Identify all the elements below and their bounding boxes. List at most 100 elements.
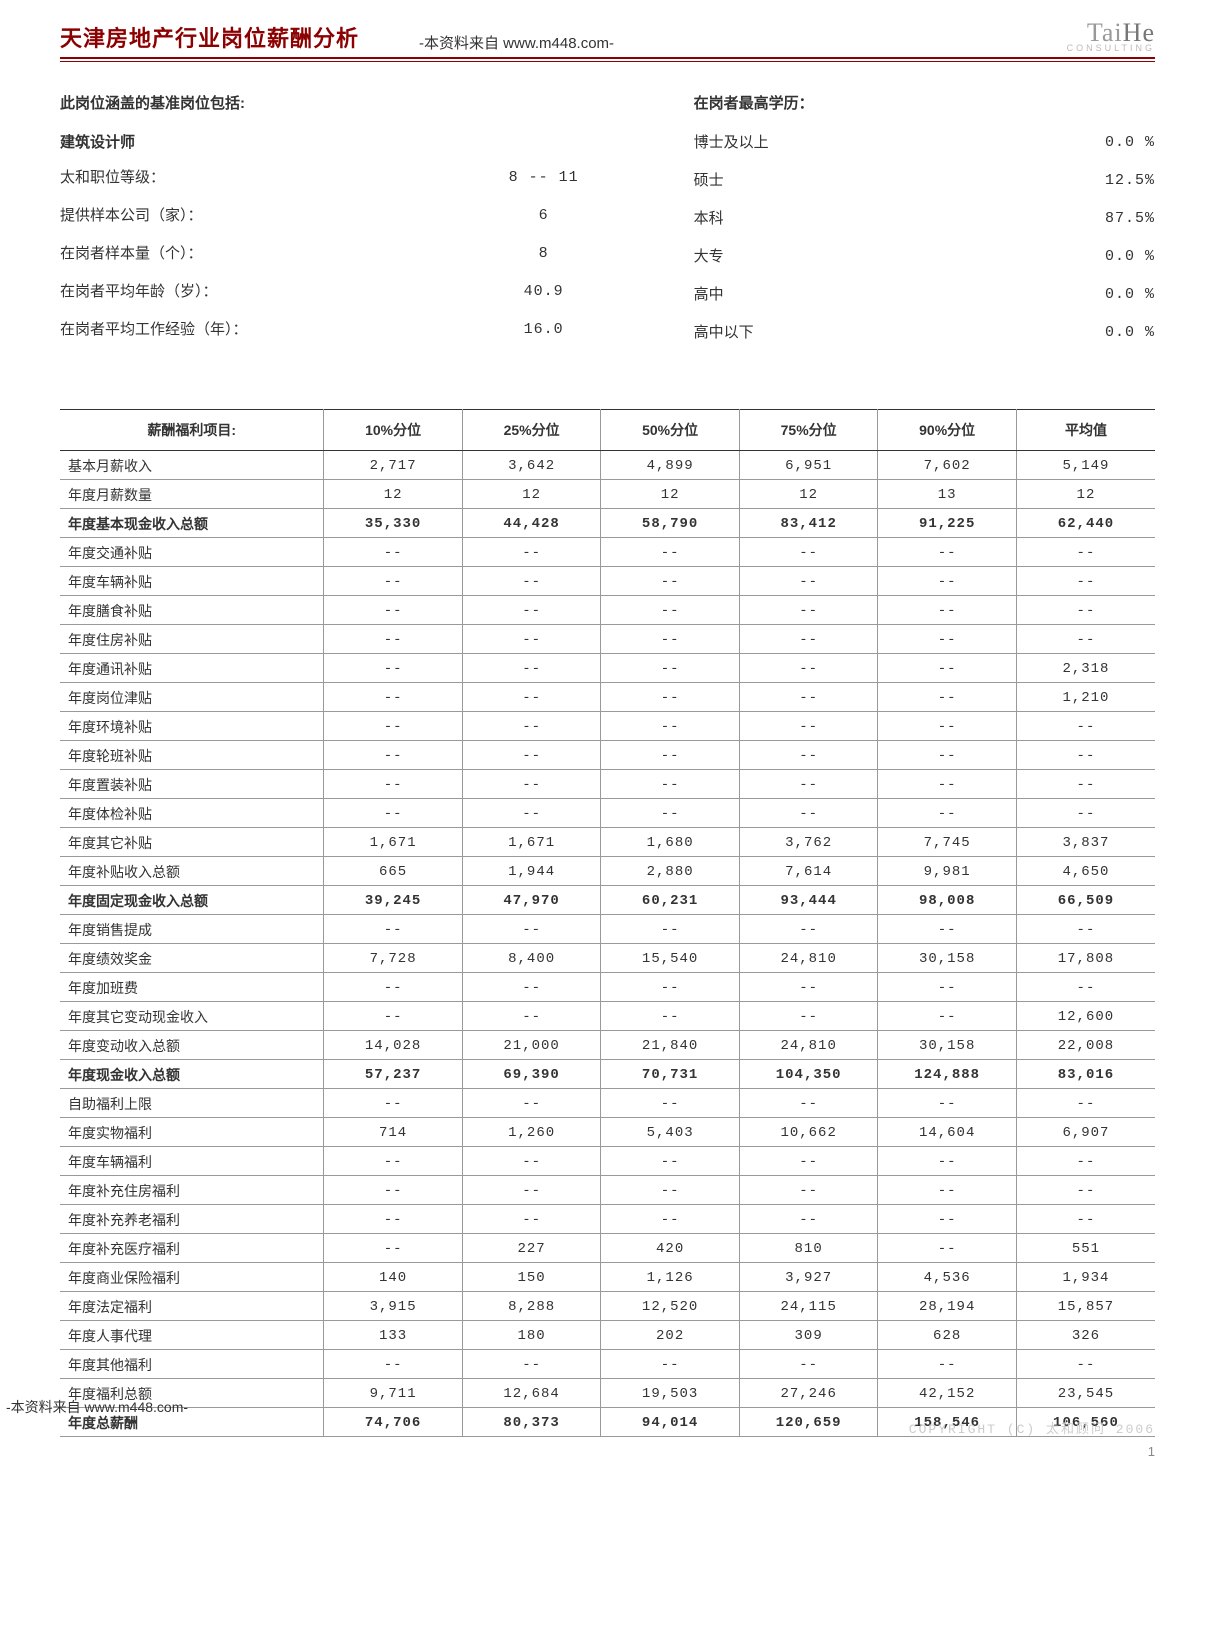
data-cell: -- xyxy=(878,1176,1017,1205)
table-header-cell: 90%分位 xyxy=(878,410,1017,451)
data-cell: 83,412 xyxy=(739,509,878,538)
data-cell: -- xyxy=(1016,770,1155,799)
data-cell: -- xyxy=(739,1002,878,1031)
data-cell: 14,604 xyxy=(878,1118,1017,1147)
table-row: 年度环境补贴------------ xyxy=(60,712,1155,741)
data-cell: 8,288 xyxy=(462,1292,601,1321)
data-cell: -- xyxy=(601,654,740,683)
data-cell: -- xyxy=(324,1350,463,1379)
edu-row: 高中0.0 % xyxy=(694,283,1155,307)
row-label: 自助福利上限 xyxy=(60,1089,324,1118)
data-cell: 6,907 xyxy=(1016,1118,1155,1147)
data-cell: -- xyxy=(878,1205,1017,1234)
data-cell: 94,014 xyxy=(601,1408,740,1437)
table-row: 年度其它变动现金收入----------12,600 xyxy=(60,1002,1155,1031)
table-header-cell: 10%分位 xyxy=(324,410,463,451)
data-cell: -- xyxy=(462,1147,601,1176)
data-cell: -- xyxy=(324,915,463,944)
data-cell: -- xyxy=(1016,915,1155,944)
data-cell: -- xyxy=(462,770,601,799)
table-row: 年度补充医疗福利--227420810--551 xyxy=(60,1234,1155,1263)
data-cell: -- xyxy=(1016,1205,1155,1234)
data-cell: 1,210 xyxy=(1016,683,1155,712)
table-row: 年度通讯补贴----------2,318 xyxy=(60,654,1155,683)
data-cell: 6,951 xyxy=(739,451,878,480)
data-cell: -- xyxy=(739,1205,878,1234)
data-cell: -- xyxy=(601,1147,740,1176)
table-row: 年度实物福利7141,2605,40310,66214,6046,907 xyxy=(60,1118,1155,1147)
data-cell: 13 xyxy=(878,480,1017,509)
data-cell: 44,428 xyxy=(462,509,601,538)
info-label: 在岗者平均工作经验（年）： xyxy=(60,318,474,342)
info-row: 太和职位等级：8 -- 11 xyxy=(60,166,614,190)
data-cell: 551 xyxy=(1016,1234,1155,1263)
table-row: 年度变动收入总额14,02821,00021,84024,81030,15822… xyxy=(60,1031,1155,1060)
data-cell: 7,728 xyxy=(324,944,463,973)
data-cell: -- xyxy=(462,915,601,944)
table-body: 基本月薪收入2,7173,6424,8996,9517,6025,149年度月薪… xyxy=(60,451,1155,1437)
data-cell: -- xyxy=(739,1350,878,1379)
data-cell: -- xyxy=(462,1205,601,1234)
data-cell: -- xyxy=(462,1176,601,1205)
table-row: 年度补贴收入总额6651,9442,8807,6149,9814,650 xyxy=(60,857,1155,886)
data-cell: -- xyxy=(601,712,740,741)
data-cell: -- xyxy=(324,625,463,654)
position-info-block: 此岗位涵盖的基准岗位包括: 建筑设计师 太和职位等级：8 -- 11提供样本公司… xyxy=(60,92,614,359)
data-cell: -- xyxy=(878,741,1017,770)
education-block: 在岗者最高学历： 博士及以上0.0 %硕士12.5%本科87.5%大专0.0 %… xyxy=(694,92,1155,359)
data-cell: 202 xyxy=(601,1321,740,1350)
data-cell: 7,745 xyxy=(878,828,1017,857)
data-cell: -- xyxy=(739,625,878,654)
data-cell: 91,225 xyxy=(878,509,1017,538)
row-label: 年度车辆补贴 xyxy=(60,567,324,596)
data-cell: 326 xyxy=(1016,1321,1155,1350)
data-cell: 21,840 xyxy=(601,1031,740,1060)
data-cell: 665 xyxy=(324,857,463,886)
table-row: 年度现金收入总额57,23769,39070,731104,350124,888… xyxy=(60,1060,1155,1089)
data-cell: -- xyxy=(324,1234,463,1263)
table-row: 年度福利总额9,71112,68419,50327,24642,15223,54… xyxy=(60,1379,1155,1408)
data-cell: 74,706 xyxy=(324,1408,463,1437)
data-cell: -- xyxy=(462,741,601,770)
data-cell: 3,642 xyxy=(462,451,601,480)
data-cell: -- xyxy=(462,538,601,567)
data-cell: -- xyxy=(1016,1089,1155,1118)
data-cell: -- xyxy=(601,973,740,1002)
data-cell: -- xyxy=(739,1176,878,1205)
data-cell: -- xyxy=(601,915,740,944)
data-cell: -- xyxy=(878,799,1017,828)
data-cell: 1,260 xyxy=(462,1118,601,1147)
data-cell: 12,520 xyxy=(601,1292,740,1321)
data-cell: -- xyxy=(462,596,601,625)
data-cell: -- xyxy=(601,683,740,712)
data-cell: -- xyxy=(324,1147,463,1176)
summary-section: 此岗位涵盖的基准岗位包括: 建筑设计师 太和职位等级：8 -- 11提供样本公司… xyxy=(60,92,1155,359)
row-label: 年度膳食补贴 xyxy=(60,596,324,625)
row-label: 年度体检补贴 xyxy=(60,799,324,828)
data-cell: -- xyxy=(739,770,878,799)
data-cell: -- xyxy=(324,567,463,596)
data-cell: -- xyxy=(601,741,740,770)
data-cell: -- xyxy=(878,712,1017,741)
edu-label: 高中 xyxy=(694,283,1055,307)
row-label: 年度月薪数量 xyxy=(60,480,324,509)
table-row: 年度补充住房福利------------ xyxy=(60,1176,1155,1205)
data-cell: -- xyxy=(878,538,1017,567)
data-cell: -- xyxy=(462,973,601,1002)
data-cell: -- xyxy=(878,625,1017,654)
table-row: 年度其他福利------------ xyxy=(60,1350,1155,1379)
row-label: 年度交通补贴 xyxy=(60,538,324,567)
data-cell: -- xyxy=(739,1147,878,1176)
data-cell: 15,857 xyxy=(1016,1292,1155,1321)
row-label: 年度补贴收入总额 xyxy=(60,857,324,886)
table-row: 年度加班费------------ xyxy=(60,973,1155,1002)
logo-subtext: CONSULTING xyxy=(1067,44,1155,53)
data-cell: 30,158 xyxy=(878,1031,1017,1060)
data-cell: -- xyxy=(462,683,601,712)
data-cell: -- xyxy=(601,567,740,596)
data-cell: -- xyxy=(462,712,601,741)
data-cell: -- xyxy=(324,1002,463,1031)
row-label: 年度补充住房福利 xyxy=(60,1176,324,1205)
row-label: 年度基本现金收入总额 xyxy=(60,509,324,538)
edu-value: 0.0 % xyxy=(1055,321,1155,345)
